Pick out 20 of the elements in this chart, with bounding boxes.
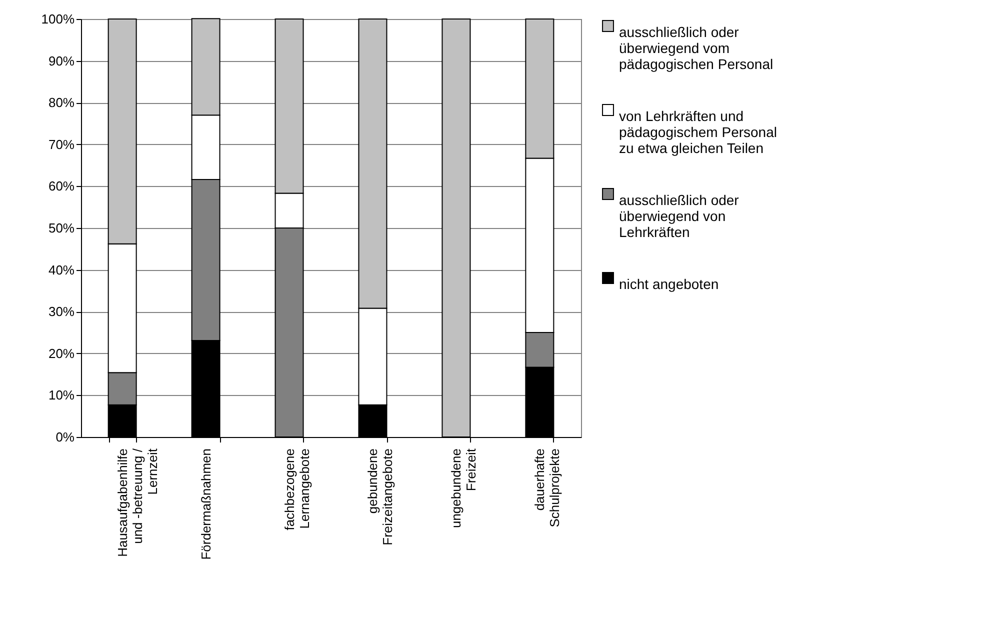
x-tick-label: Hausaufgabenhilfe und -betreuung / Lernzeit <box>114 448 160 557</box>
legend-label: nicht angeboten <box>619 276 719 292</box>
y-tick-label: 0% <box>56 430 75 444</box>
y-tick-label: 10% <box>48 388 75 403</box>
x-tick-label: dauerhafte Schulprojekte <box>532 448 562 528</box>
y-tick-label: 50% <box>48 220 75 236</box>
y-tick-label: 70% <box>48 136 75 152</box>
y-tick-label: 80% <box>48 95 75 110</box>
x-tick-label: ungebundene Freizeit <box>448 448 479 528</box>
x-tick-label: Fördermaßnahmen <box>198 448 214 560</box>
x-tick-label: fachbezogene Lernangebote <box>282 448 312 530</box>
legend-label: von Lehrkräften und pädagogischem Personal zu etwa gleichen Teilen <box>619 108 777 156</box>
y-tick-label: 90% <box>48 53 75 68</box>
y-tick-label: 20% <box>48 346 75 361</box>
legend-label: ausschließlich oder überwiegend von Lehrkräften <box>619 192 740 240</box>
y-tick-label: 40% <box>48 262 75 278</box>
y-tick-label: 100% <box>41 12 75 26</box>
y-tick-label: 60% <box>48 178 75 194</box>
legend-label: ausschließlich oder überwiegend vom pädagogischen Personal <box>619 24 774 72</box>
y-tick-label: 30% <box>48 304 75 320</box>
